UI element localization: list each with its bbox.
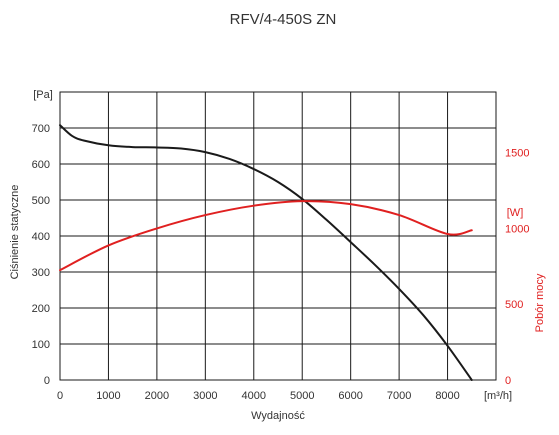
x-tick-label: 4000 [242, 390, 266, 402]
plot-frame [59, 91, 497, 381]
x-tick-label: 8000 [435, 390, 459, 402]
x-tick-label: 1000 [96, 390, 120, 402]
y-left-tick-label: 100 [32, 339, 50, 351]
y-left-tick-label: 400 [32, 231, 50, 243]
x-tick-label: 5000 [290, 390, 314, 402]
y-right-tick-label: 1500 [505, 148, 529, 160]
x-unit: [m³/h] [484, 390, 512, 402]
y-right-unit: [W] [507, 207, 524, 219]
x-tick-label: 6000 [338, 390, 362, 402]
y-left-tick-label: 500 [32, 195, 50, 207]
x-tick-label: 0 [57, 390, 63, 402]
series-layer [59, 124, 473, 381]
y-left-tick-label: 0 [44, 375, 50, 387]
y-left-tick-label: 700 [32, 123, 50, 135]
y-left-tick-label: 200 [32, 303, 50, 315]
chart-title: RFV/4-450S ZN [230, 11, 337, 28]
x-axis-title: Wydajność [251, 410, 305, 422]
y-right-tick-label: 1000 [505, 223, 529, 235]
y-right-tick-label: 500 [505, 299, 523, 311]
x-tick-label: 2000 [145, 390, 169, 402]
y-left-axis-title: Ciśnienie statyczne [9, 185, 21, 280]
power-curve-line [59, 200, 473, 272]
y-left-tick-label: 600 [32, 159, 50, 171]
y-right-tick-label: 0 [505, 375, 511, 387]
y-right-axis-title: Pobór mocy [534, 273, 546, 332]
tick-labels: 0 1000 2000 3000 4000 5000 6000 7000 80000100200… [32, 123, 530, 402]
pressure-curve-line [59, 124, 473, 381]
x-tick-label: 7000 [387, 390, 411, 402]
y-left-tick-label: 300 [32, 267, 50, 279]
grid [60, 92, 496, 380]
x-tick-label: 3000 [193, 390, 217, 402]
y-left-unit: [Pa] [33, 89, 53, 101]
